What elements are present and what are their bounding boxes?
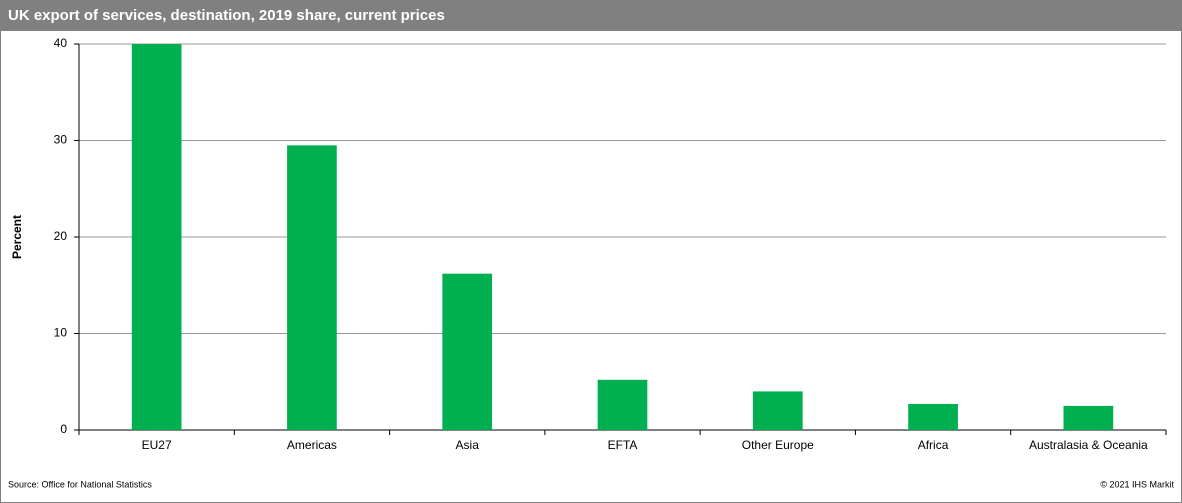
bar xyxy=(908,403,958,430)
x-tick-label: Other Europe xyxy=(742,438,814,452)
x-tick-label: Asia xyxy=(456,438,480,452)
bar xyxy=(287,145,337,430)
copyright-note: © 2021 IHS Markit xyxy=(1100,479,1174,489)
x-tick-label: Africa xyxy=(918,438,949,452)
y-tick-label: 20 xyxy=(54,229,68,243)
bar xyxy=(1063,405,1114,430)
y-tick-label: 30 xyxy=(54,133,68,147)
bar xyxy=(597,379,648,430)
bar xyxy=(442,273,493,430)
y-axis-label: Percent xyxy=(10,215,24,259)
x-tick-label: Americas xyxy=(287,438,337,452)
source-note: Source: Office for National Statistics xyxy=(8,479,152,489)
bar xyxy=(131,44,182,430)
x-tick-label: Australasia & Oceania xyxy=(1029,438,1148,452)
y-tick-label: 0 xyxy=(60,422,67,436)
chart-title: UK export of services, destination, 2019… xyxy=(8,7,445,24)
y-tick-label: 40 xyxy=(54,36,68,50)
y-tick-label: 10 xyxy=(54,326,68,340)
bar xyxy=(752,391,803,430)
title-bar xyxy=(0,0,1182,31)
x-tick-label: EU27 xyxy=(142,438,172,452)
x-tick-label: EFTA xyxy=(608,438,638,452)
